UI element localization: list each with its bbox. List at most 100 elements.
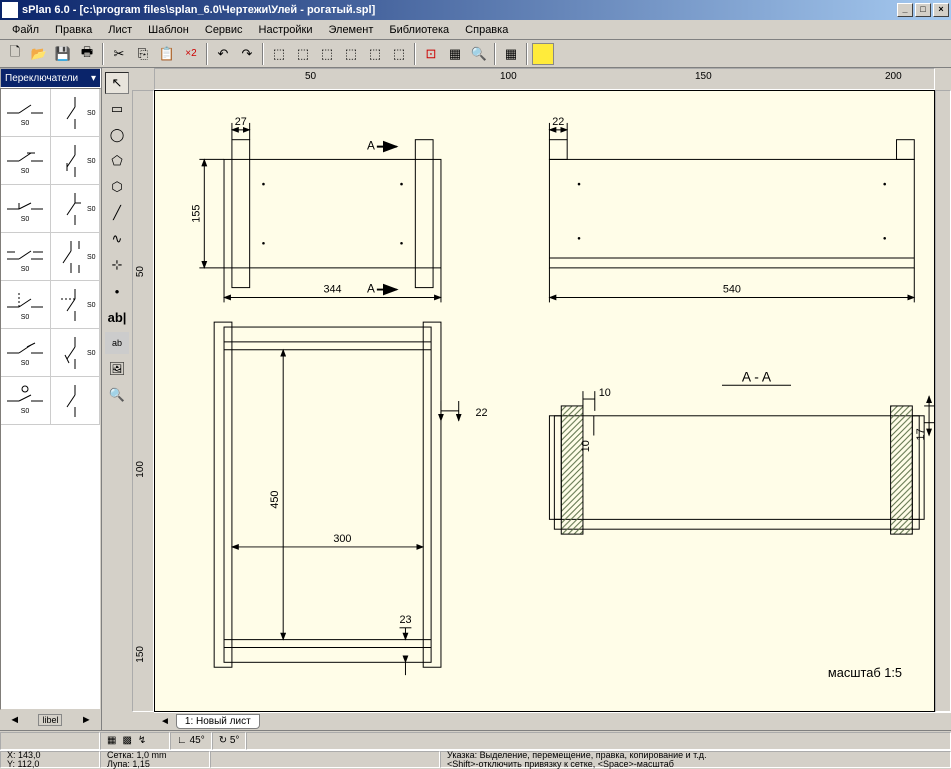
menu-file[interactable]: Файл xyxy=(4,22,47,38)
lib-item[interactable]: S0 xyxy=(1,377,51,424)
label-tool[interactable]: ab xyxy=(105,332,129,354)
save-button[interactable]: 💾 xyxy=(52,43,74,65)
copy-button[interactable]: ⎘ xyxy=(132,43,154,65)
maximize-button[interactable]: □ xyxy=(915,3,931,17)
menu-help[interactable]: Справка xyxy=(457,22,516,38)
svg-text:540: 540 xyxy=(723,284,741,296)
statusbar: X: 143,0 Y: 112,0 Сетка: 1,0 mm Лупа: 1,… xyxy=(0,750,951,768)
undo-button[interactable]: ↶ xyxy=(212,43,234,65)
dim-tool[interactable]: ⊹ xyxy=(105,254,129,276)
zoom-tool[interactable]: 🔍 xyxy=(105,384,129,406)
node-tool[interactable]: • xyxy=(105,280,129,302)
new-button[interactable]: 🗋 xyxy=(4,43,26,65)
svg-text:масштаб 1:5: масштаб 1:5 xyxy=(828,665,902,680)
svg-text:22: 22 xyxy=(552,116,564,128)
tab-nav-left[interactable]: ◄ xyxy=(154,716,176,727)
line-tool[interactable]: ╱ xyxy=(105,202,129,224)
lib-item[interactable]: S0 xyxy=(51,233,101,280)
titlebar: sPlan 6.0 - [c:\program files\splan_6.0\… xyxy=(0,0,951,20)
text-tool[interactable]: ab| xyxy=(105,306,129,328)
svg-text:S0: S0 xyxy=(21,408,30,415)
menu-sheet[interactable]: Лист xyxy=(100,22,140,38)
ruler-tick: 50 xyxy=(135,266,146,277)
close-button[interactable]: × xyxy=(933,3,949,17)
lib-nav-right[interactable]: ► xyxy=(81,714,92,726)
svg-text:S0: S0 xyxy=(21,266,30,273)
lib-item[interactable] xyxy=(51,377,101,424)
lib-item[interactable]: S0 xyxy=(1,281,51,328)
lib-item[interactable]: S0 xyxy=(1,329,51,376)
polygon-tool[interactable]: ⬡ xyxy=(105,176,129,198)
svg-text:S0: S0 xyxy=(87,206,96,213)
scrollbar-vertical[interactable] xyxy=(935,90,951,712)
canvas-area: 50 100 150 200 50 100 150 xyxy=(132,68,951,730)
grid1-icon[interactable]: ▦ xyxy=(107,735,116,746)
main-toolbar: 🗋 📂 💾 🖶 ✂ ⎘ 📋 ×2 ↶ ↷ ⬚ ⬚ ⬚ ⬚ ⬚ ⬚ ⊡ ▦ 🔍 ▦ xyxy=(0,40,951,68)
cut-button[interactable]: ✂ xyxy=(108,43,130,65)
svg-text:S0: S0 xyxy=(21,216,30,223)
lib-item[interactable]: S0 xyxy=(51,329,101,376)
grid2-icon[interactable]: ▩ xyxy=(122,735,131,746)
lib-item[interactable]: S0 xyxy=(1,137,51,184)
lib-item[interactable]: S0 xyxy=(1,233,51,280)
rect-tool[interactable]: ▭ xyxy=(105,98,129,120)
svg-text:S0: S0 xyxy=(21,314,30,321)
lib-item[interactable]: S0 xyxy=(51,137,101,184)
poly-tool[interactable]: ⬠ xyxy=(105,150,129,172)
lib-nav-left[interactable]: ◄ xyxy=(9,714,20,726)
redo-button[interactable]: ↷ xyxy=(236,43,258,65)
sheet-tab[interactable]: 1: Новый лист xyxy=(176,714,260,729)
svg-text:S0: S0 xyxy=(21,120,30,127)
svg-text:22: 22 xyxy=(475,407,487,419)
menu-edit[interactable]: Правка xyxy=(47,22,100,38)
ruler-tick: 150 xyxy=(695,71,712,82)
angle-panel[interactable]: ∟ 45° xyxy=(170,732,212,750)
minimize-button[interactable]: _ xyxy=(897,3,913,17)
svg-text:27: 27 xyxy=(235,116,247,128)
lib-item[interactable]: S0 xyxy=(51,89,101,136)
library-dropdown[interactable]: Переключатели ▾ xyxy=(0,68,101,88)
lib-item[interactable]: S0 xyxy=(51,185,101,232)
align1-button[interactable]: ⬚ xyxy=(268,43,290,65)
print-button[interactable]: 🖶 xyxy=(76,43,98,65)
grid-button[interactable]: ▦ xyxy=(444,43,466,65)
svg-text:23: 23 xyxy=(399,614,411,626)
svg-text:S0: S0 xyxy=(87,158,96,165)
align5-button[interactable]: ⬚ xyxy=(364,43,386,65)
align6-button[interactable]: ⬚ xyxy=(388,43,410,65)
app-icon xyxy=(2,2,18,18)
snap-icon[interactable]: ↯ xyxy=(138,735,146,746)
chevron-down-icon: ▾ xyxy=(91,73,96,84)
bezier-tool[interactable]: ∿ xyxy=(105,228,129,250)
lib-item[interactable]: S0 xyxy=(51,281,101,328)
library-panel: Переключатели ▾ S0S0 S0S0 S0S0 S0S0 S0S0… xyxy=(0,68,102,730)
svg-text:A - A: A - A xyxy=(742,369,772,384)
color-button[interactable] xyxy=(532,43,554,65)
drawing-canvas[interactable]: 27 155 344 A A xyxy=(154,90,935,712)
find-button[interactable]: 🔍 xyxy=(468,43,490,65)
rotation-panel[interactable]: ↻ 5° xyxy=(212,732,247,750)
menubar: Файл Правка Лист Шаблон Сервис Настройки… xyxy=(0,20,951,40)
menu-template[interactable]: Шаблон xyxy=(140,22,197,38)
align4-button[interactable]: ⬚ xyxy=(340,43,362,65)
open-button[interactable]: 📂 xyxy=(28,43,50,65)
dup-button[interactable]: ×2 xyxy=(180,43,202,65)
menu-settings[interactable]: Настройки xyxy=(251,22,321,38)
lib-item[interactable]: S0 xyxy=(1,89,51,136)
lib-nav-button[interactable]: libel xyxy=(38,714,62,726)
menu-service[interactable]: Сервис xyxy=(197,22,251,38)
select-button[interactable]: ⊡ xyxy=(420,43,442,65)
lib-item[interactable]: S0 xyxy=(1,185,51,232)
ruler-horizontal: 50 100 150 200 xyxy=(154,68,935,90)
align3-button[interactable]: ⬚ xyxy=(316,43,338,65)
svg-text:155: 155 xyxy=(190,205,202,223)
pointer-tool[interactable]: ↖ xyxy=(105,72,129,94)
menu-element[interactable]: Элемент xyxy=(320,22,381,38)
align2-button[interactable]: ⬚ xyxy=(292,43,314,65)
circle-tool[interactable]: ◯ xyxy=(105,124,129,146)
image-tool[interactable]: 🖼 xyxy=(105,358,129,380)
ruler-tick: 50 xyxy=(305,71,316,82)
menu-library[interactable]: Библиотека xyxy=(381,22,457,38)
view-button[interactable]: ▦ xyxy=(500,43,522,65)
paste-button[interactable]: 📋 xyxy=(156,43,178,65)
